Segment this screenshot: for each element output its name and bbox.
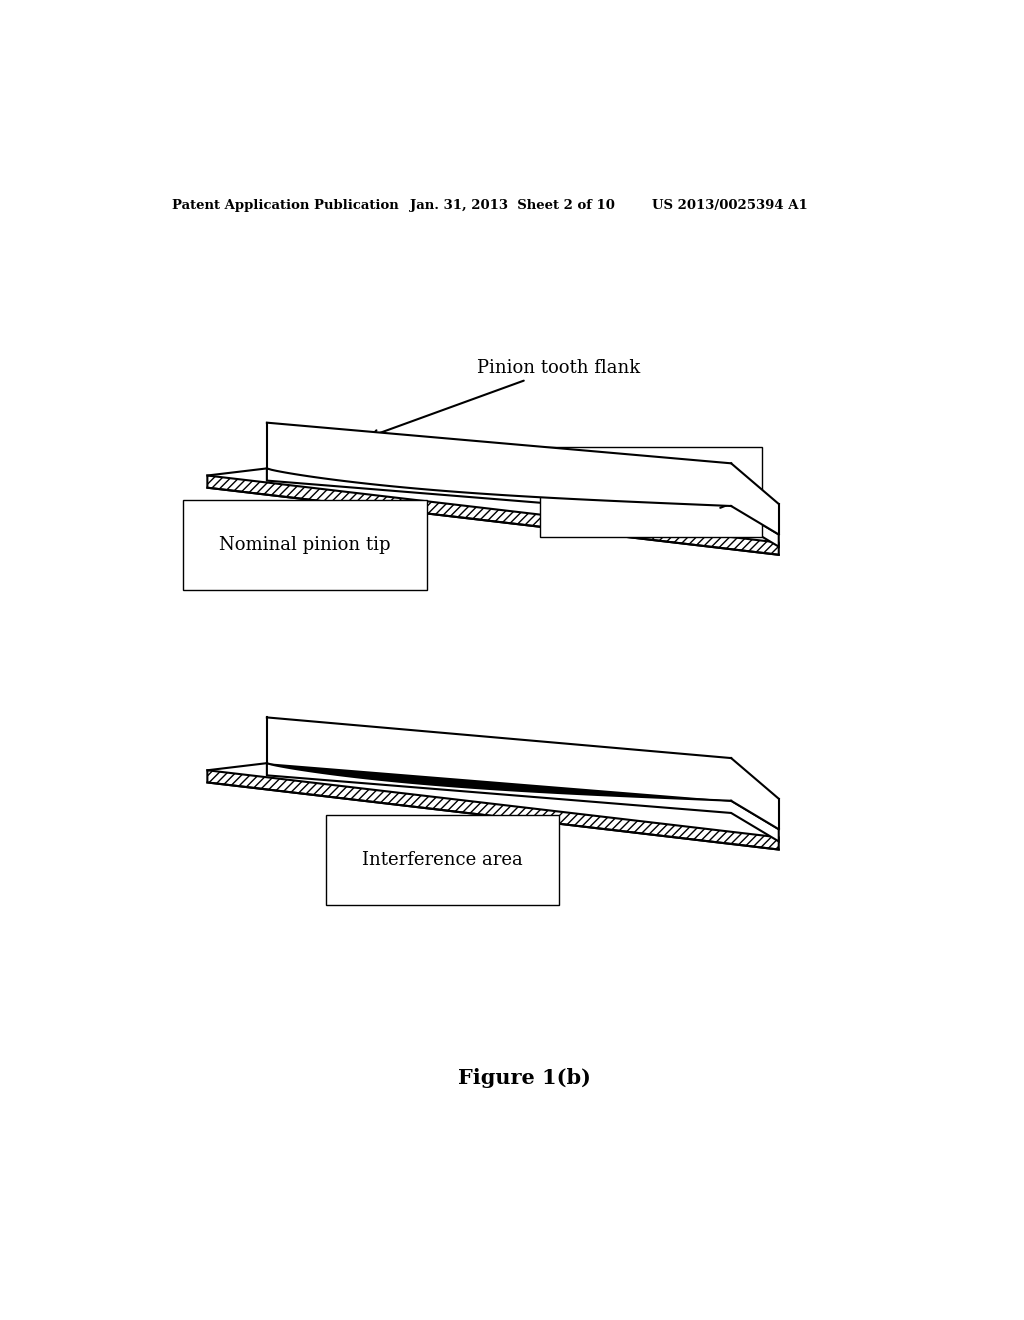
- Polygon shape: [267, 718, 778, 829]
- Text: Patent Application Publication: Patent Application Publication: [172, 199, 398, 213]
- Text: Pinion tooth flank: Pinion tooth flank: [371, 359, 640, 437]
- Polygon shape: [207, 475, 778, 554]
- Text: US 2013/0025394 A1: US 2013/0025394 A1: [652, 199, 808, 213]
- Polygon shape: [267, 469, 778, 546]
- Text: Figure 1(b): Figure 1(b): [459, 1068, 591, 1088]
- Polygon shape: [267, 422, 778, 535]
- Polygon shape: [267, 763, 731, 801]
- Text: Gear tooth flank: Gear tooth flank: [577, 483, 726, 500]
- Text: Interference area: Interference area: [362, 850, 523, 869]
- Text: Nominal pinion tip: Nominal pinion tip: [219, 536, 391, 553]
- Polygon shape: [207, 771, 778, 850]
- Text: Jan. 31, 2013  Sheet 2 of 10: Jan. 31, 2013 Sheet 2 of 10: [410, 199, 614, 213]
- Polygon shape: [267, 763, 778, 841]
